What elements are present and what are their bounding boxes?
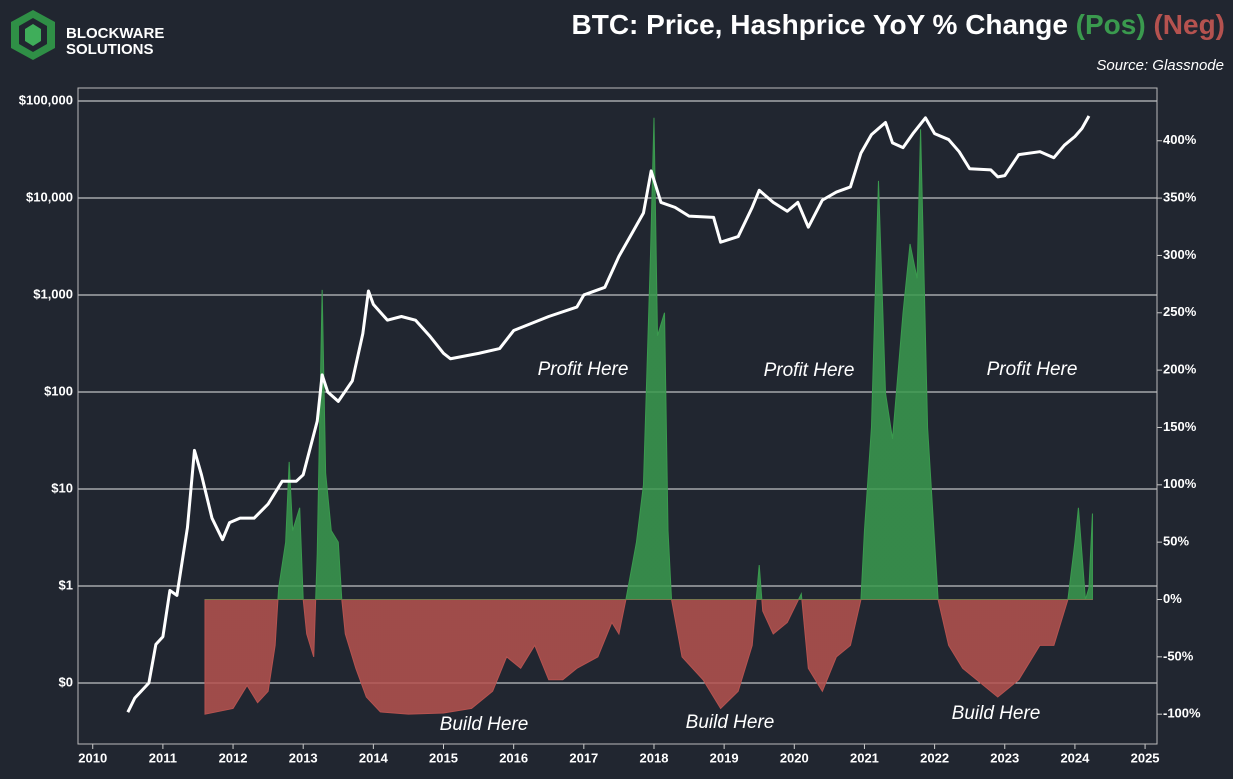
y2-tick-label: 250% bbox=[1163, 304, 1197, 319]
x-tick-label: 2013 bbox=[289, 750, 318, 765]
y2-tick-label: 300% bbox=[1163, 247, 1197, 262]
x-tick-label: 2011 bbox=[149, 750, 177, 765]
y2-tick-label: 100% bbox=[1163, 476, 1197, 491]
x-tick-label: 2016 bbox=[499, 750, 528, 765]
x-tick-label: 2010 bbox=[78, 750, 107, 765]
annotation: Profit Here bbox=[987, 359, 1078, 380]
y2-tick-label: 150% bbox=[1163, 419, 1197, 434]
x-tick-label: 2014 bbox=[359, 750, 389, 765]
x-tick-label: 2015 bbox=[429, 750, 458, 765]
chart-title: BTC: Price, Hashprice YoY % Change (Pos)… bbox=[572, 9, 1225, 40]
annotation: Build Here bbox=[952, 703, 1041, 724]
plot-frame bbox=[77, 87, 1158, 745]
subtitle: Source: Glassnode bbox=[1096, 57, 1224, 74]
title-main: BTC: Price, Hashprice YoY % Change bbox=[572, 9, 1068, 40]
x-tick-label: 2020 bbox=[780, 750, 809, 765]
x-tick-label: 2025 bbox=[1131, 750, 1160, 765]
y-tick-label: $0 bbox=[59, 674, 73, 689]
x-tick-label: 2022 bbox=[920, 750, 949, 765]
annotation: Build Here bbox=[440, 714, 529, 735]
y-tick-label: $10,000 bbox=[26, 189, 73, 204]
annotation: Profit Here bbox=[538, 359, 629, 380]
annotation: Build Here bbox=[686, 712, 775, 733]
price-line bbox=[126, 115, 1091, 713]
logo bbox=[11, 10, 55, 60]
hashprice-area bbox=[204, 117, 1093, 715]
y-tick-label: $1 bbox=[59, 577, 73, 592]
y2-tick-label: 350% bbox=[1163, 190, 1197, 205]
brand-line2: SOLUTIONS bbox=[66, 41, 154, 58]
y2-tick-label: 200% bbox=[1163, 362, 1197, 377]
y2-tick-label: 400% bbox=[1163, 132, 1197, 147]
x-tick-label: 2018 bbox=[640, 750, 669, 765]
x-tick-label: 2017 bbox=[569, 750, 598, 765]
x-tick-label: 2023 bbox=[990, 750, 1019, 765]
y2-tick-label: -50% bbox=[1163, 648, 1194, 663]
brand-line1: BLOCKWARE bbox=[66, 25, 164, 42]
y2-tick-label: 0% bbox=[1163, 591, 1182, 606]
y2-tick-label: -100% bbox=[1163, 706, 1201, 721]
x-tick-label: 2019 bbox=[710, 750, 739, 765]
y2-tick-label: 50% bbox=[1163, 534, 1189, 549]
annotation: Profit Here bbox=[764, 360, 855, 381]
y-tick-label: $10 bbox=[51, 480, 73, 495]
title-neg: (Neg) bbox=[1153, 9, 1225, 40]
y-tick-label: $100,000 bbox=[19, 92, 73, 107]
x-tick-label: 2012 bbox=[219, 750, 248, 765]
x-tick-label: 2021 bbox=[850, 750, 879, 765]
x-tick-label: 2024 bbox=[1060, 750, 1090, 765]
y-tick-label: $100 bbox=[44, 383, 73, 398]
title-pos: (Pos) bbox=[1076, 9, 1146, 40]
y-tick-label: $1,000 bbox=[33, 286, 73, 301]
